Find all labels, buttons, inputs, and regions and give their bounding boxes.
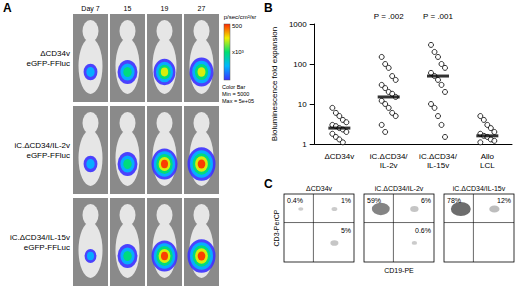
svg-text:iC.ΔCD34/IL-15v: iC.ΔCD34/IL-15v	[10, 233, 70, 242]
svg-text:ΔCD34v: ΔCD34v	[306, 185, 333, 192]
svg-text:CD3-PerCP: CD3-PerCP	[273, 209, 280, 246]
svg-text:P = .002: P = .002	[374, 12, 404, 21]
svg-text:6%: 6%	[421, 197, 431, 204]
svg-text:iC.ΔCD34/: iC.ΔCD34/	[370, 152, 409, 161]
svg-text:12%: 12%	[497, 197, 511, 204]
svg-text:0.6%: 0.6%	[415, 227, 431, 234]
svg-text:1%: 1%	[341, 197, 351, 204]
svg-text:iC.ΔCD34/IL-15v: iC.ΔCD34/IL-15v	[453, 185, 506, 192]
svg-text:15: 15	[124, 5, 132, 12]
svg-text:1000: 1000	[289, 20, 307, 29]
svg-text:B: B	[264, 1, 273, 15]
svg-text:59%: 59%	[367, 197, 381, 204]
svg-text:500: 500	[232, 23, 243, 29]
svg-text:LCL: LCL	[480, 161, 495, 170]
svg-text:iC.ΔCD34/: iC.ΔCD34/	[419, 152, 458, 161]
svg-text:IL-2v: IL-2v	[380, 161, 398, 170]
svg-text:eGFP-FFLuc: eGFP-FFLuc	[24, 243, 70, 252]
svg-text:78%: 78%	[447, 197, 461, 204]
svg-text:CD19-PE: CD19-PE	[384, 267, 414, 274]
svg-text:10: 10	[298, 100, 307, 109]
svg-text:19: 19	[161, 5, 169, 12]
svg-text:1: 1	[302, 140, 307, 149]
svg-text:Day 7: Day 7	[81, 5, 99, 13]
svg-text:iC.ΔCD34/IL-2v: iC.ΔCD34/IL-2v	[14, 141, 70, 150]
svg-text:Min = 5000: Min = 5000	[222, 91, 249, 97]
svg-text:27: 27	[198, 5, 206, 12]
svg-text:100: 100	[293, 60, 307, 69]
svg-text:x10³: x10³	[232, 49, 244, 55]
svg-text:Bioluminescence fold expansion: Bioluminescence fold expansion	[270, 27, 279, 141]
svg-text:5%: 5%	[341, 227, 351, 234]
svg-text:IL-15v: IL-15v	[427, 161, 449, 170]
svg-text:0.4%: 0.4%	[287, 197, 303, 204]
svg-text:Allo: Allo	[481, 152, 495, 161]
svg-text:eGFP-FFluc: eGFP-FFluc	[26, 151, 70, 160]
svg-text:C: C	[264, 178, 273, 191]
svg-text:Max = 5e+05: Max = 5e+05	[222, 98, 254, 104]
svg-text:p/sec/cm²/sr: p/sec/cm²/sr	[224, 14, 257, 20]
svg-text:A: A	[3, 1, 12, 15]
svg-text:ΔCD34v: ΔCD34v	[40, 49, 70, 58]
svg-text:iC.ΔCD34/IL-2v: iC.ΔCD34/IL-2v	[375, 185, 424, 192]
svg-text:Color Bar: Color Bar	[222, 84, 245, 90]
svg-text:eGFP-FFluc: eGFP-FFluc	[26, 59, 70, 68]
svg-text:ΔCD34v: ΔCD34v	[324, 152, 354, 161]
svg-text:P = .001: P = .001	[423, 12, 453, 21]
